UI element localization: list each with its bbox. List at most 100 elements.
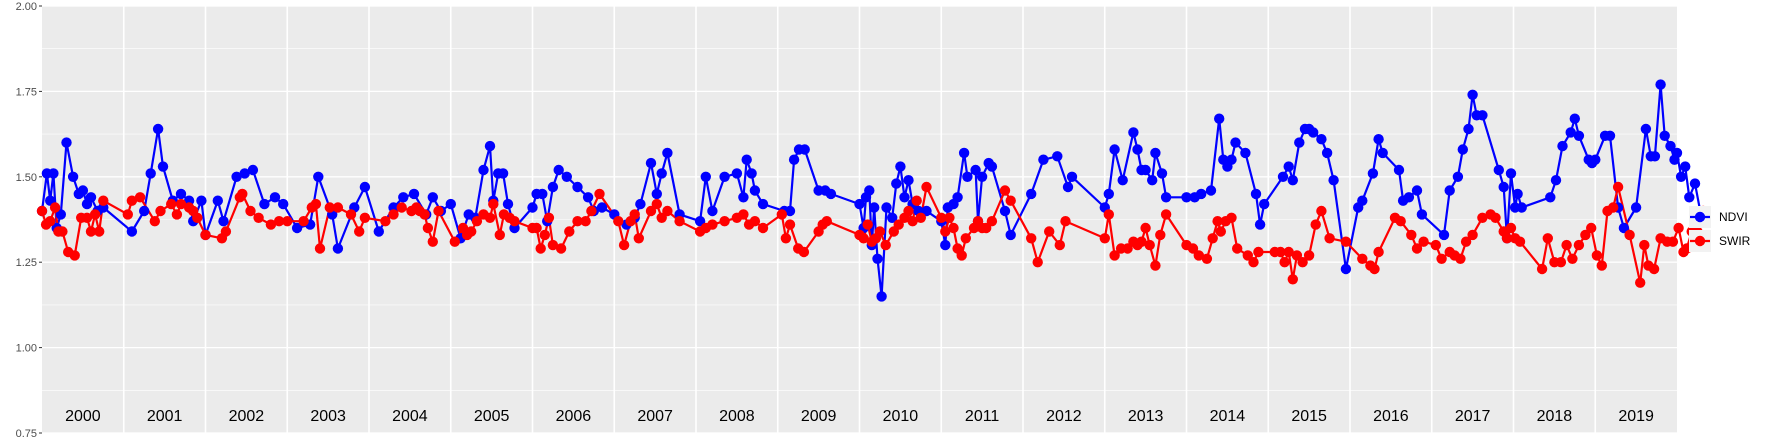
- ndvi-point: [1181, 192, 1192, 203]
- swir-point: [986, 216, 998, 227]
- swir-point: [1567, 253, 1578, 264]
- year-label: 2001: [147, 408, 183, 425]
- swir-point: [282, 216, 293, 227]
- swir-point: [57, 226, 68, 237]
- ndvi-point: [986, 161, 998, 172]
- ndvi-point: [1516, 202, 1527, 213]
- swir-point: [594, 188, 605, 200]
- swir-point: [122, 209, 133, 220]
- swir-point: [1536, 263, 1548, 275]
- ndvi-point: [1590, 154, 1601, 165]
- swir-point: [494, 229, 505, 241]
- swir-point: [314, 243, 326, 254]
- swir-point: [1215, 226, 1227, 237]
- ndvi-point: [231, 171, 242, 182]
- ndvi-point: [1416, 209, 1428, 220]
- ndvi-point: [1444, 185, 1455, 196]
- ndvi-point: [1005, 229, 1016, 241]
- ndvi-point: [1367, 168, 1379, 179]
- ndvi-point: [1493, 164, 1505, 176]
- ndvi-point: [854, 198, 865, 210]
- swir-point: [1648, 263, 1660, 275]
- year-label: 2009: [801, 408, 837, 425]
- year-labels: 2000 2001 2002 2003 2004 2005 2006 2007 2008 2009…: [65, 408, 1654, 425]
- swir-point: [645, 205, 657, 217]
- ndvi-point: [1684, 192, 1695, 203]
- ndvi-point: [1052, 151, 1063, 162]
- ndvi-point: [313, 171, 324, 182]
- ndvi-point: [895, 161, 906, 172]
- swir-point: [1242, 250, 1254, 261]
- ndvi-point: [864, 185, 875, 196]
- swir-point: [1248, 257, 1259, 268]
- ndvi-point: [126, 226, 138, 237]
- ndvi-point: [1565, 127, 1576, 138]
- y-tick-label: 2.00: [16, 1, 37, 13]
- swir-point: [749, 216, 761, 227]
- year-label: 2007: [637, 408, 673, 425]
- y-tick-label: 1.75: [16, 86, 37, 98]
- swir-point: [757, 222, 769, 234]
- swir-point: [780, 233, 792, 244]
- ndvi-point: [970, 164, 981, 176]
- ndvi-point: [645, 157, 657, 169]
- ndvi-point: [1140, 164, 1151, 176]
- year-label: 2014: [1210, 408, 1246, 425]
- swir-point: [1639, 239, 1650, 251]
- ndvi-point: [1156, 168, 1168, 179]
- swir-point: [1310, 219, 1321, 230]
- ndvi-point: [1550, 175, 1562, 186]
- swir-point: [1406, 229, 1417, 241]
- ndvi-point: [700, 171, 711, 182]
- swir-point: [564, 226, 575, 237]
- ndvi-point: [940, 239, 951, 251]
- year-label: 2017: [1455, 408, 1491, 425]
- year-label: 2012: [1046, 408, 1082, 425]
- swir-point: [1316, 205, 1327, 217]
- ndvi-point: [157, 161, 169, 172]
- swir-point: [1303, 250, 1315, 261]
- swir-point: [960, 233, 971, 244]
- ndvi-point: [1277, 171, 1289, 182]
- ndvi-point: [1373, 134, 1384, 145]
- ndvi-point: [1467, 89, 1478, 101]
- swir-legend-label: SWIR: [1719, 234, 1751, 248]
- ndvi-point: [635, 198, 646, 210]
- swir-point: [531, 222, 542, 234]
- ndvi-point: [1545, 192, 1556, 203]
- ndvi-point: [1411, 185, 1423, 196]
- ndvi-point: [1287, 175, 1299, 186]
- swir-point: [1505, 222, 1517, 234]
- swir-point: [1283, 246, 1294, 258]
- swir-point: [89, 209, 101, 220]
- swir-point: [380, 216, 391, 227]
- ndvi-point: [976, 171, 988, 182]
- ndvi-point: [746, 168, 757, 179]
- swir-point: [784, 219, 796, 230]
- swir-point: [324, 202, 335, 213]
- ndvi-point: [887, 212, 898, 223]
- ndvi-point: [1655, 79, 1666, 90]
- swir-point: [1150, 260, 1161, 271]
- ndvi-point: [1505, 168, 1517, 179]
- ndvi-line: [40, 83, 1703, 298]
- swir-point: [1160, 209, 1172, 220]
- ndvi-point: [707, 205, 718, 217]
- swir-point: [1373, 246, 1384, 258]
- swir-point: [1501, 233, 1513, 244]
- y-tick-label: 0.75: [16, 428, 37, 440]
- ndvi-point: [145, 168, 156, 179]
- ndvi-point: [1196, 188, 1207, 200]
- swir-point: [821, 216, 832, 227]
- swir-point: [345, 209, 357, 220]
- swir-point: [719, 216, 730, 227]
- swir-point: [1136, 236, 1147, 247]
- ndvi-point: [694, 216, 706, 227]
- swir-point: [449, 236, 460, 247]
- swir-point: [466, 226, 477, 237]
- swir-point: [776, 209, 787, 220]
- swir-point: [484, 212, 496, 223]
- swir-point: [166, 198, 177, 210]
- swir-point: [539, 229, 550, 241]
- swir-point: [874, 226, 886, 237]
